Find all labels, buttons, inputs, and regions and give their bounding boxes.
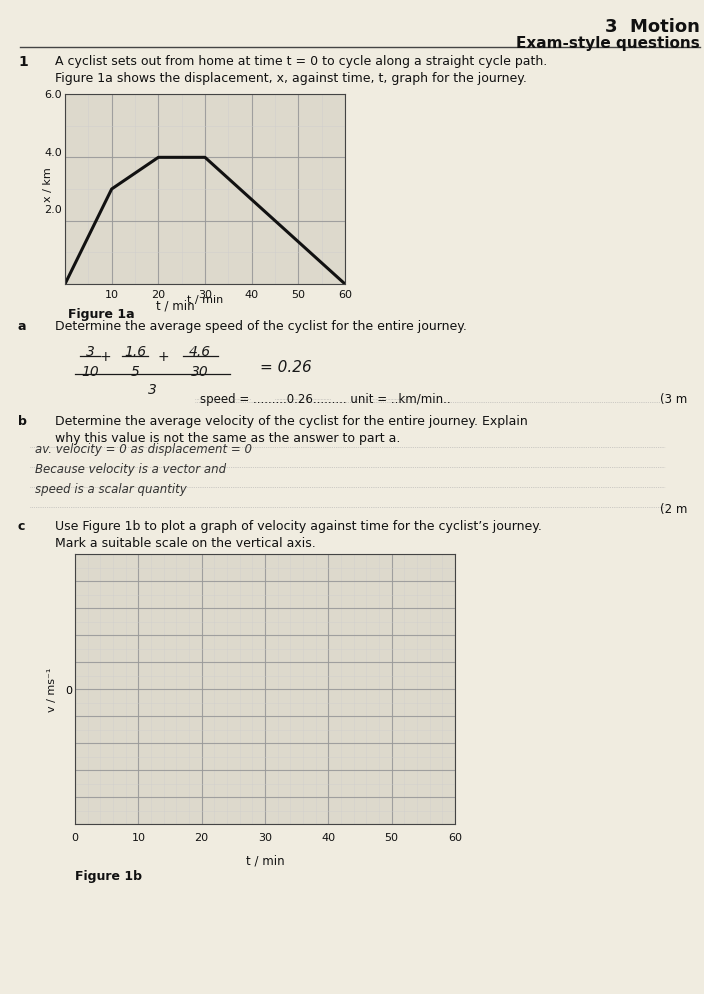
- Text: Mark a suitable scale on the vertical axis.: Mark a suitable scale on the vertical ax…: [55, 537, 316, 550]
- Text: b: b: [18, 414, 27, 427]
- Text: 2.0: 2.0: [44, 205, 62, 215]
- Text: 30: 30: [198, 289, 212, 300]
- Text: 60: 60: [338, 289, 352, 300]
- Text: 3: 3: [86, 345, 94, 359]
- Text: Figure 1b: Figure 1b: [75, 869, 142, 882]
- Text: Determine the average speed of the cyclist for the entire journey.: Determine the average speed of the cycli…: [55, 320, 467, 333]
- Text: 20: 20: [194, 832, 208, 842]
- Text: Figure 1a: Figure 1a: [68, 308, 134, 321]
- Text: 0: 0: [72, 832, 79, 842]
- Text: 50: 50: [291, 289, 306, 300]
- Text: t / min: t / min: [187, 294, 223, 305]
- Text: 30: 30: [258, 832, 272, 842]
- Text: 3  Motion: 3 Motion: [605, 18, 700, 36]
- Text: 4.6: 4.6: [189, 345, 211, 359]
- Text: speed = .........0.26......... unit = ..km/min..: speed = .........0.26......... unit = ..…: [200, 393, 451, 406]
- Text: c: c: [18, 520, 25, 533]
- Text: x / km: x / km: [43, 167, 53, 202]
- Text: t / min: t / min: [156, 300, 194, 313]
- Text: Use Figure 1b to plot a graph of velocity against time for the cyclist’s journey: Use Figure 1b to plot a graph of velocit…: [55, 520, 542, 533]
- Text: 1.6: 1.6: [124, 345, 146, 359]
- Text: a: a: [18, 320, 27, 333]
- Text: +: +: [157, 350, 169, 364]
- Text: 10: 10: [81, 365, 99, 379]
- Text: 40: 40: [244, 289, 259, 300]
- Text: 20: 20: [151, 289, 165, 300]
- Text: +: +: [99, 350, 111, 364]
- Text: 30: 30: [191, 365, 209, 379]
- Text: 50: 50: [384, 832, 398, 842]
- Text: Because velocity is a vector and: Because velocity is a vector and: [35, 462, 226, 475]
- Text: 10: 10: [132, 832, 145, 842]
- Text: 5: 5: [130, 365, 139, 379]
- Text: v / ms⁻¹: v / ms⁻¹: [47, 667, 57, 712]
- Text: 1: 1: [18, 55, 27, 69]
- Text: 6.0: 6.0: [44, 89, 62, 100]
- Text: why this value is not the same as the answer to part a.: why this value is not the same as the an…: [55, 431, 401, 444]
- Text: Figure 1a shows the displacement, x, against time, t, graph for the journey.: Figure 1a shows the displacement, x, aga…: [55, 72, 527, 84]
- Text: av. velocity = 0 as displacement = 0: av. velocity = 0 as displacement = 0: [35, 442, 252, 455]
- Text: (2 m: (2 m: [660, 503, 687, 516]
- Text: 40: 40: [321, 832, 335, 842]
- Text: Exam-style questions: Exam-style questions: [516, 36, 700, 51]
- Text: A cyclist sets out from home at time t = 0 to cycle along a straight cycle path.: A cyclist sets out from home at time t =…: [55, 55, 547, 68]
- Text: 4.0: 4.0: [44, 148, 62, 158]
- Text: 60: 60: [448, 832, 462, 842]
- Text: Determine the average velocity of the cyclist for the entire journey. Explain: Determine the average velocity of the cy…: [55, 414, 528, 427]
- Text: 3: 3: [148, 383, 156, 397]
- Text: (3 m: (3 m: [660, 393, 687, 406]
- Text: = 0.26: = 0.26: [260, 360, 312, 375]
- Text: speed is a scalar quantity: speed is a scalar quantity: [35, 482, 187, 495]
- Text: t / min: t / min: [246, 854, 284, 867]
- Text: 10: 10: [105, 289, 119, 300]
